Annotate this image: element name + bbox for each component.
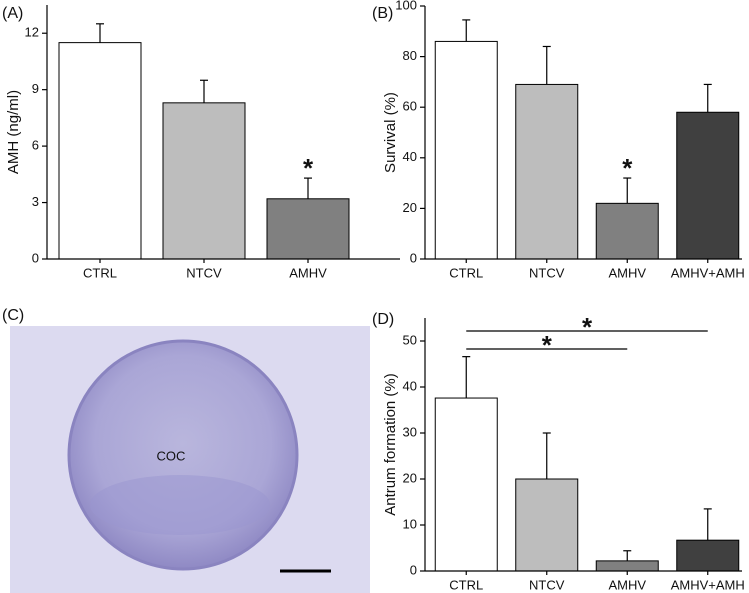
y-tick-label: 50 (403, 332, 417, 347)
y-axis-label: Antrum formation (%) (382, 373, 399, 516)
bar (595, 202, 659, 260)
y-tick-label: 9 (32, 81, 39, 96)
y-tick-label: 3 (32, 194, 39, 209)
significance-star: * (582, 312, 593, 342)
x-tick-label: AMHV+AMH (671, 577, 745, 592)
bar (434, 40, 498, 260)
x-tick-label: NTCV (529, 265, 565, 280)
x-tick-label: AMHV (608, 265, 646, 280)
y-tick-label: 20 (403, 200, 417, 215)
bar (58, 42, 142, 260)
y-axis-label: AMH (ng/ml) (5, 90, 22, 174)
bar (676, 539, 740, 572)
panel-label: (A) (2, 5, 23, 22)
x-tick-label: CTRL (449, 577, 483, 592)
micrograph: COC (10, 326, 370, 593)
x-tick-label: NTCV (529, 577, 565, 592)
panel-label: (D) (372, 311, 394, 328)
y-tick-label: 60 (403, 99, 417, 114)
y-tick-label: 100 (395, 0, 417, 12)
y-tick-label: 80 (403, 48, 417, 63)
y-tick-label: 6 (32, 138, 39, 153)
x-tick-label: AMHV+AMH (671, 265, 745, 280)
y-tick-label: 12 (25, 25, 39, 40)
x-tick-label: AMHV (289, 265, 327, 280)
y-tick-label: 30 (403, 424, 417, 439)
x-tick-label: CTRL (449, 265, 483, 280)
y-tick-label: 20 (403, 470, 417, 485)
bar (595, 560, 659, 572)
y-tick-label: 10 (403, 516, 417, 531)
cell-shade (90, 475, 270, 535)
image-annotation: COC (157, 448, 186, 463)
x-tick-label: AMHV (608, 577, 646, 592)
bar (676, 111, 740, 260)
significance-star: * (622, 153, 633, 183)
y-tick-label: 40 (403, 378, 417, 393)
x-tick-label: CTRL (83, 265, 117, 280)
y-tick-label: 0 (410, 562, 417, 577)
panel-label: (C) (2, 307, 24, 324)
y-tick-label: 0 (410, 250, 417, 265)
y-axis-label: Survival (%) (382, 92, 399, 173)
significance-star: * (542, 330, 553, 360)
x-tick-label: NTCV (186, 265, 222, 280)
bar (515, 478, 579, 572)
bar (266, 198, 350, 260)
panel-label: (B) (372, 5, 393, 22)
bar (162, 102, 246, 260)
y-tick-label: 40 (403, 149, 417, 164)
y-tick-label: 0 (32, 250, 39, 265)
bar (515, 83, 579, 260)
significance-star: * (303, 153, 314, 183)
bar (434, 397, 498, 572)
